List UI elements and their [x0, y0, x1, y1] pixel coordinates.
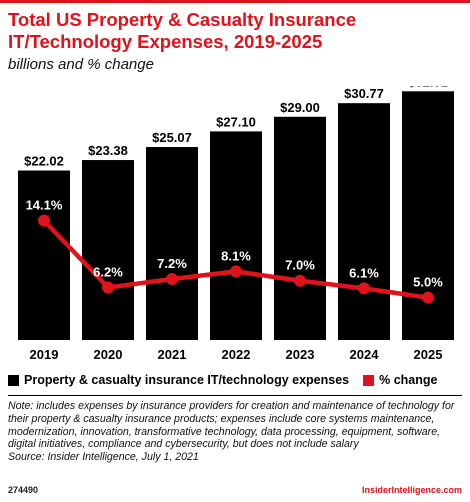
source-text: Source: Insider Intelligence, July 1, 20… [8, 451, 199, 464]
bar-2019 [18, 170, 70, 340]
bar-value-label-2019: $22.02 [24, 154, 64, 169]
x-tick-label-2023: 2023 [286, 347, 315, 362]
percent-point-2025 [422, 291, 434, 304]
chart-subtitle: billions and % change [8, 56, 154, 73]
bar-value-label-2020: $23.38 [88, 143, 128, 158]
x-tick-label-2020: 2020 [94, 347, 123, 362]
note-block: Note: includes expenses by insurance pro… [8, 400, 463, 464]
chart-area: $22.02 $23.38 $25.07 $27.10 $29.00 $30.77 $32.… [18, 86, 454, 362]
percent-label-2019: 14.1% [26, 198, 63, 213]
brand-logo-text: InsiderIntelligence.com [361, 485, 462, 495]
bar-2021 [146, 147, 198, 340]
bar-2023 [274, 116, 326, 341]
percent-label-2023: 7.0% [285, 258, 315, 273]
percent-label-2025: 5.0% [413, 275, 443, 290]
bar-value-label-2021: $25.07 [152, 130, 192, 145]
percent-line-group [38, 214, 434, 304]
percent-label-2020: 6.2% [93, 265, 123, 280]
bar-value-label-2024: $30.77 [344, 86, 384, 101]
legend-item-expenses: Property & casualty insurance IT/technol… [8, 373, 349, 387]
note-divider [8, 395, 462, 396]
x-tick-label-2025: 2025 [414, 347, 443, 362]
percent-labels-group: 14.1% 6.2% 7.2% 8.1% 7.0% 6.1% 5.0% [26, 198, 444, 290]
percent-point-2020 [102, 281, 114, 294]
x-tick-label-2024: 2024 [350, 347, 380, 362]
chart-id: 274490 [8, 485, 39, 495]
percent-label-2021: 7.2% [157, 256, 187, 271]
legend-swatch-change [363, 374, 375, 386]
legend-label-change: % change [379, 373, 438, 387]
bar-2022 [210, 131, 262, 340]
percent-point-2023 [294, 274, 306, 287]
legend-swatch-expenses [8, 374, 19, 386]
percent-point-2021 [166, 273, 178, 286]
legend-label-expenses: Property & casualty insurance IT/technol… [24, 373, 350, 387]
bar-2024 [338, 103, 390, 340]
bar-2020 [82, 160, 134, 340]
bar-value-label-2023: $29.00 [280, 100, 320, 115]
percent-label-2024: 6.1% [349, 265, 379, 280]
percent-point-2019 [38, 214, 50, 227]
chart-title: Total US Property & Casualty Insurance I… [8, 9, 357, 52]
legend: Property & casualty insurance IT/technol… [8, 373, 468, 387]
top-accent-bar [0, 0, 470, 3]
x-tick-label-2019: 2019 [30, 347, 59, 362]
bar-labels-group: $22.02 $23.38 $25.07 $27.10 $29.00 $30.77 $32.… [24, 86, 448, 169]
bars-group [18, 91, 454, 341]
percent-point-2022 [230, 265, 242, 278]
x-tick-label-2022: 2022 [222, 347, 251, 362]
percent-label-2022: 8.1% [221, 248, 251, 263]
x-tick-labels-group: 2019 2020 2021 2022 2023 2024 2025 [30, 347, 443, 362]
legend-item-change: % change [363, 373, 437, 387]
note-text: Note: includes expenses by insurance pro… [8, 400, 455, 451]
percent-point-2024 [358, 282, 370, 295]
bar-value-label-2025: $32.31 [408, 86, 448, 89]
x-tick-label-2021: 2021 [158, 347, 187, 362]
bar-value-label-2022: $27.10 [216, 114, 256, 129]
